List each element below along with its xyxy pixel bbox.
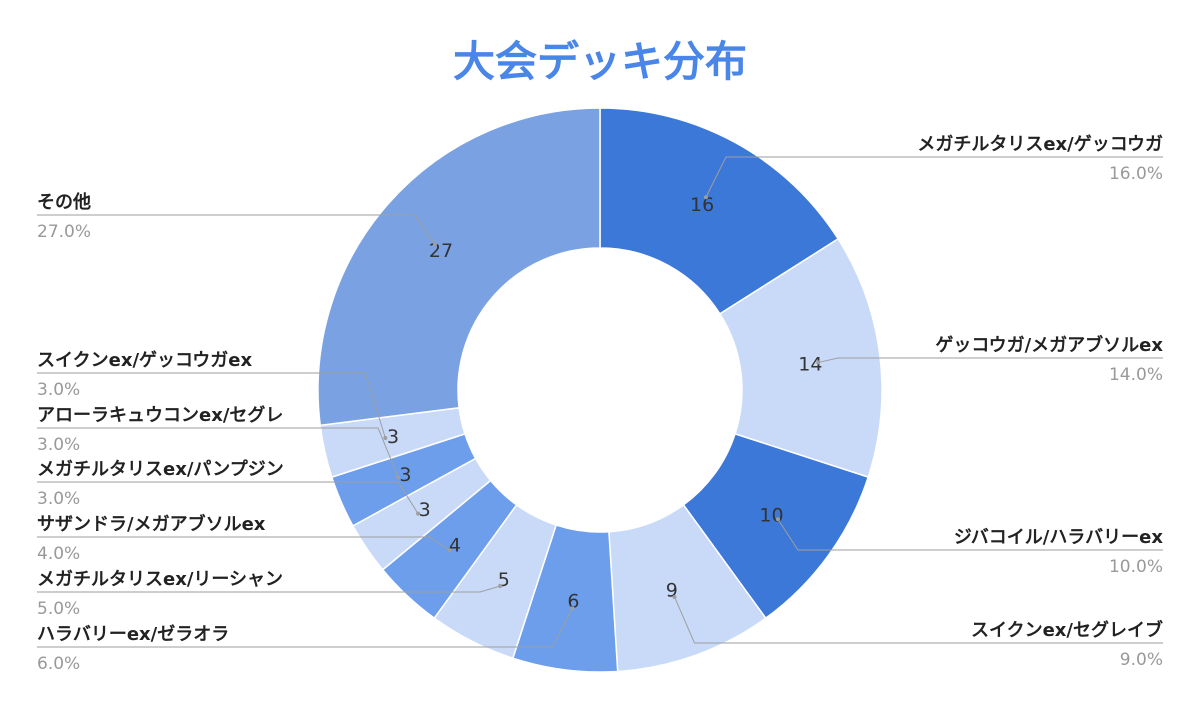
slice-value-label: 6 xyxy=(567,590,579,612)
leader-dot xyxy=(816,360,821,365)
slice-value-label: 3 xyxy=(399,464,411,486)
leader-dot xyxy=(447,548,452,553)
slice-name-label: サザンドラ/メガアブソルex xyxy=(37,513,266,535)
donut-slice xyxy=(718,237,883,479)
leader-line xyxy=(777,519,1163,551)
slice-value-label: 14 xyxy=(798,353,822,375)
slice-value-label: 3 xyxy=(387,426,399,448)
slice-value-label: 4 xyxy=(449,535,461,557)
leader-line xyxy=(674,596,1163,644)
slice-percent-label: 4.0% xyxy=(37,544,80,564)
leader-line xyxy=(37,372,386,439)
leader-dot xyxy=(416,511,421,516)
leader-line xyxy=(818,357,1163,363)
slice-percent-label: 6.0% xyxy=(37,654,80,674)
leader-line xyxy=(37,214,436,245)
leader-line xyxy=(705,156,1163,198)
slice-percent-label: 14.0% xyxy=(1109,365,1163,385)
slice-name-label: メガチルタリスex/ゲッコウガ xyxy=(917,133,1163,155)
slice-name-label: スイクンex/セグレイブ xyxy=(971,619,1163,641)
slice-name-label: メガチルタリスex/パンプジン xyxy=(37,458,284,480)
slice-name-label: スイクンex/ゲッコウガex xyxy=(37,349,253,371)
slice-name-label: アローラキュウコンex/セグレ xyxy=(37,404,283,426)
slice-percent-label: 27.0% xyxy=(37,222,91,242)
slice-name-label: その他 xyxy=(37,191,91,213)
slice-percent-label: 3.0% xyxy=(37,489,80,509)
donut-slice xyxy=(317,107,601,427)
slice-percent-label: 16.0% xyxy=(1109,164,1163,184)
leader-dot xyxy=(498,583,503,588)
slice-percent-label: 10.0% xyxy=(1109,557,1163,577)
chart-title: 大会デッキ分布 xyxy=(453,37,747,86)
slice-percent-label: 3.0% xyxy=(37,435,80,455)
leader-line xyxy=(37,585,501,593)
slice-name-label: ゲッコウガ/メガアブソルex xyxy=(935,334,1163,356)
leader-dot xyxy=(703,195,708,200)
leader-line xyxy=(37,427,399,478)
slice-percent-label: 3.0% xyxy=(37,380,80,400)
leader-lines-layer xyxy=(37,156,1163,648)
donut-slice xyxy=(599,107,840,315)
slice-value-label: 27 xyxy=(429,240,453,262)
leader-dot xyxy=(775,517,780,522)
leader-dot xyxy=(672,594,677,599)
legend-labels-layer: メガチルタリスex/ゲッコウガ 16.0% ゲッコウガ/メガアブソルex 14.0% ジ… xyxy=(37,133,1163,674)
slice-name-label: ジバコイル/ハラバリーex xyxy=(954,527,1164,548)
slice-percent-label: 5.0% xyxy=(37,599,80,619)
leader-dot xyxy=(433,242,438,247)
slice-name-label: ハラバリーex/ゼラオラ xyxy=(37,623,229,645)
leader-dot xyxy=(396,475,401,480)
slice-name-label: メガチルタリスex/リーシャン xyxy=(37,569,283,590)
leader-line xyxy=(37,481,419,514)
slice-percent-label: 9.0% xyxy=(1120,650,1163,670)
slices-layer xyxy=(317,107,883,673)
leader-dot xyxy=(383,435,388,440)
leader-line xyxy=(37,536,450,551)
slice-value-label: 3 xyxy=(419,499,431,521)
leader-dot xyxy=(570,606,575,611)
leader-line xyxy=(37,607,573,648)
slice-value-label: 16 xyxy=(690,194,714,216)
